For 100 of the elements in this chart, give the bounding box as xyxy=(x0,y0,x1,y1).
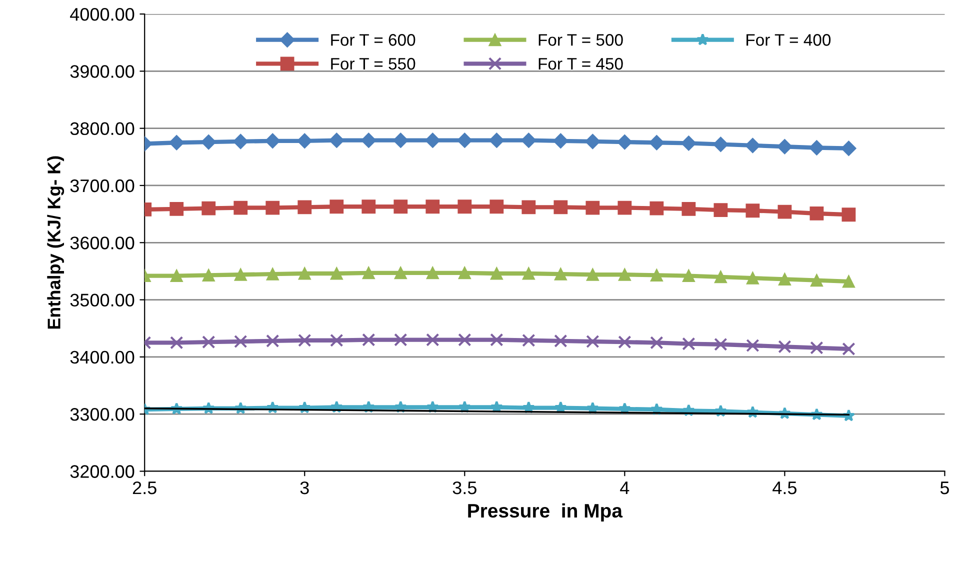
point xyxy=(809,140,824,156)
point xyxy=(393,132,408,148)
point xyxy=(330,334,344,347)
point xyxy=(745,138,760,154)
point xyxy=(297,133,312,148)
point xyxy=(361,132,376,148)
point xyxy=(426,333,440,346)
point xyxy=(490,333,504,346)
point xyxy=(618,268,631,281)
point xyxy=(650,336,664,350)
point xyxy=(170,270,183,282)
y-tick-label: 3700.00 xyxy=(70,179,134,192)
legend-label: For T = 450 xyxy=(538,58,623,70)
point xyxy=(457,132,472,148)
y-axis-title: Enthalpy (KJ/ Kg- K) xyxy=(47,156,64,329)
point xyxy=(234,268,247,281)
point xyxy=(170,202,184,216)
point xyxy=(841,140,856,156)
point xyxy=(778,340,792,354)
point xyxy=(746,204,760,218)
point xyxy=(585,134,600,150)
y-tick-label: 4000.00 xyxy=(70,8,134,21)
point xyxy=(554,200,568,214)
y-tick-label: 3600.00 xyxy=(70,236,134,250)
point xyxy=(202,268,215,282)
point xyxy=(330,267,343,280)
point xyxy=(234,200,248,215)
point xyxy=(266,334,280,348)
point xyxy=(618,200,632,215)
point xyxy=(553,133,568,148)
point xyxy=(234,334,248,348)
point xyxy=(522,200,536,214)
y-tick-label: 3500.00 xyxy=(70,294,134,307)
point xyxy=(394,200,408,214)
x-tick-label: 3 xyxy=(300,481,309,494)
point xyxy=(458,200,472,214)
point xyxy=(202,201,216,216)
point xyxy=(617,134,632,150)
point xyxy=(170,336,184,350)
point xyxy=(394,266,407,280)
point xyxy=(233,134,248,150)
point xyxy=(842,275,855,288)
point xyxy=(362,333,376,346)
point xyxy=(714,270,727,284)
point xyxy=(265,133,280,148)
point xyxy=(714,203,728,217)
point xyxy=(586,334,600,348)
y-tick-label: 3900.00 xyxy=(70,65,134,78)
point xyxy=(778,204,792,219)
point xyxy=(266,200,280,215)
point xyxy=(682,270,695,282)
point xyxy=(201,134,216,150)
point xyxy=(522,267,535,280)
point xyxy=(329,132,344,148)
x-tick-label: 5 xyxy=(940,482,949,494)
point xyxy=(490,267,503,280)
point xyxy=(330,200,344,214)
y-tick-label: 3300.00 xyxy=(70,408,134,421)
point xyxy=(362,266,375,280)
point xyxy=(298,200,312,214)
point xyxy=(362,200,376,214)
point xyxy=(298,334,312,347)
point xyxy=(169,135,184,150)
point xyxy=(778,272,791,286)
point xyxy=(586,200,600,215)
point xyxy=(810,274,823,287)
point xyxy=(394,333,408,346)
point xyxy=(586,268,599,281)
point xyxy=(810,206,824,220)
point xyxy=(489,132,504,148)
point xyxy=(777,139,792,154)
point xyxy=(842,208,856,222)
point xyxy=(682,337,696,350)
x-tick-label: 4 xyxy=(620,482,630,494)
legend-label: For T = 600 xyxy=(331,34,416,46)
point xyxy=(458,266,471,280)
legend-label: For T = 550 xyxy=(331,58,416,70)
x-tick-label: 4.5 xyxy=(772,482,796,494)
point xyxy=(714,338,728,351)
x-axis-title: Pressure in Mpa xyxy=(468,503,623,522)
point xyxy=(682,202,696,216)
point xyxy=(842,342,856,356)
point xyxy=(554,268,567,280)
point xyxy=(426,266,439,280)
x-tick-label: 3.5 xyxy=(452,481,476,494)
x-tick-label: 2.5 xyxy=(132,481,156,494)
point xyxy=(521,132,536,148)
point xyxy=(425,132,440,148)
point xyxy=(458,333,472,346)
point xyxy=(650,201,664,216)
point xyxy=(650,268,663,282)
point xyxy=(554,334,568,348)
point xyxy=(810,341,824,354)
point xyxy=(522,334,536,347)
y-tick-label: 3800.00 xyxy=(70,122,134,136)
point xyxy=(746,338,760,352)
point xyxy=(490,200,504,214)
point xyxy=(426,200,440,214)
point xyxy=(649,135,664,150)
point xyxy=(202,335,216,349)
